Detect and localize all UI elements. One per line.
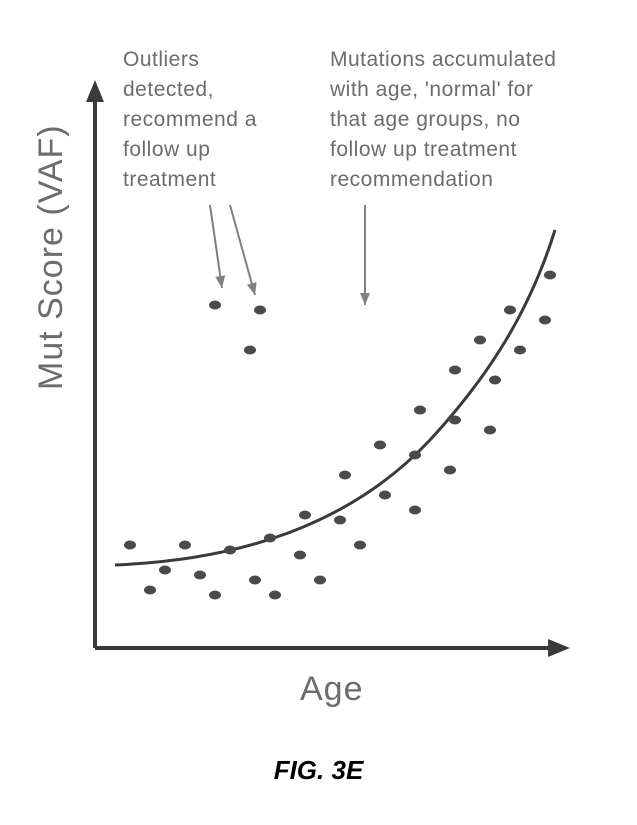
figure-label: FIG. 3E (0, 755, 637, 786)
data-point (159, 566, 171, 575)
normal-points (124, 271, 556, 600)
x-axis-label: Age (300, 670, 364, 709)
data-point (514, 346, 526, 355)
data-point (209, 591, 221, 600)
y-axis-label: Mut Score (VAF) (32, 124, 71, 390)
data-point (504, 306, 516, 315)
data-point (489, 376, 501, 385)
data-point (294, 551, 306, 560)
data-point (179, 541, 191, 550)
data-point (254, 306, 266, 315)
data-point (269, 591, 281, 600)
data-point (194, 571, 206, 580)
data-point (264, 534, 276, 543)
data-point (144, 586, 156, 595)
data-point (449, 416, 461, 425)
trend-curve (115, 230, 555, 565)
data-point (249, 576, 261, 585)
data-point (484, 426, 496, 435)
data-point (539, 316, 551, 325)
outlier-points (209, 301, 266, 355)
data-point (124, 541, 136, 550)
data-point (449, 366, 461, 375)
data-point (379, 491, 391, 500)
data-point (299, 511, 311, 520)
data-point (414, 406, 426, 415)
data-point (224, 546, 236, 555)
figure-container: Outliers detected, recommend a follow up… (0, 0, 637, 825)
data-point (409, 506, 421, 515)
outliers-annotation: Outliers detected, recommend a follow up… (123, 45, 257, 195)
data-point (409, 451, 421, 460)
data-point (334, 516, 346, 525)
normal-annotation: Mutations accumulated with age, 'normal'… (330, 45, 556, 195)
data-point (209, 301, 221, 310)
data-point (339, 471, 351, 480)
data-point (474, 336, 486, 345)
data-point (314, 576, 326, 585)
data-point (244, 346, 256, 355)
data-point (444, 466, 456, 475)
annotation-arrows (210, 205, 370, 305)
data-point (354, 541, 366, 550)
data-point (374, 441, 386, 450)
data-point (544, 271, 556, 280)
